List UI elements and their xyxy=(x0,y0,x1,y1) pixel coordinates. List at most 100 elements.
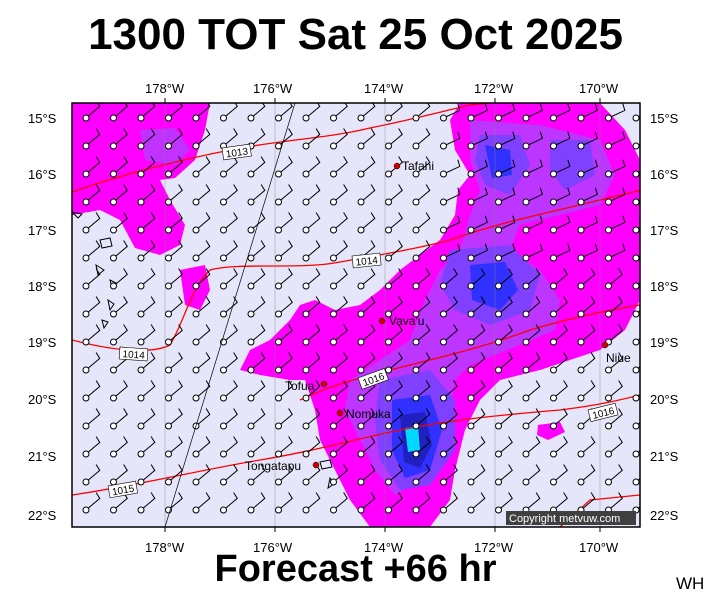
wind-barb xyxy=(220,492,238,514)
wind-barb xyxy=(110,212,128,234)
wind-barb xyxy=(632,170,640,178)
wind-barb xyxy=(440,215,461,234)
wind-barb xyxy=(385,156,403,178)
wind-barb xyxy=(330,156,348,178)
wind-barb xyxy=(137,324,156,346)
wind-barb xyxy=(385,492,403,514)
wind-barb xyxy=(302,436,321,458)
wind-barb xyxy=(220,380,238,402)
wind-barb xyxy=(302,156,321,178)
wind-barb xyxy=(302,352,321,374)
wind-barb xyxy=(550,103,571,122)
wind-barb xyxy=(605,215,626,234)
wind-barb xyxy=(385,240,403,262)
wind-barb xyxy=(137,464,156,486)
lat-label: 18°S xyxy=(28,279,57,294)
wind-barb xyxy=(220,352,238,374)
wind-barb xyxy=(385,352,403,374)
wind-barb xyxy=(220,240,238,262)
wind-barb xyxy=(192,184,211,206)
isobar-labels: 1013 1014 1014 1016 1016 1015 xyxy=(107,143,619,499)
wind-barb xyxy=(220,464,238,486)
place-marker xyxy=(320,380,328,388)
wind-barb xyxy=(192,324,211,346)
lat-label: 18°S xyxy=(650,279,679,294)
wind-barb xyxy=(550,380,568,402)
wind-barb xyxy=(192,352,211,374)
wind-barb xyxy=(82,492,101,514)
wind-barb xyxy=(192,240,211,262)
wind-barb xyxy=(247,103,266,122)
lon-label: 178°W xyxy=(145,540,185,555)
svg-text:1015: 1015 xyxy=(111,484,135,499)
wind-barb xyxy=(632,226,640,234)
latitude-labels-left: 15°S 16°S 17°S 18°S 19°S 20°S 21°S 22°S xyxy=(28,111,57,523)
svg-text:1016: 1016 xyxy=(591,406,616,422)
wind-barb xyxy=(577,215,598,234)
wind-barb xyxy=(137,128,156,150)
wind-barb xyxy=(385,103,403,122)
rain-shade-blue-3 xyxy=(485,145,512,178)
longitude-labels-top: 178°W 176°W 174°W 172°W 170°W xyxy=(145,81,619,96)
wind-barb xyxy=(550,215,571,234)
wind-barb xyxy=(385,268,403,290)
place-marker xyxy=(601,341,609,349)
wind-barb xyxy=(330,240,348,262)
wind-barbs xyxy=(82,103,640,514)
wind-barb xyxy=(412,184,431,206)
wind-barb xyxy=(82,128,101,150)
longitude-labels-bottom: 178°W 176°W 174°W 172°W 170°W xyxy=(145,540,619,555)
wind-barb xyxy=(440,352,458,374)
wind-barb xyxy=(137,184,156,206)
wind-barb xyxy=(495,492,513,514)
wind-barb xyxy=(165,436,183,458)
wind-barb xyxy=(220,184,238,206)
wind-barb xyxy=(302,492,321,514)
wind-barb xyxy=(357,324,376,346)
wind-barb xyxy=(330,408,348,430)
wind-barb xyxy=(165,128,183,150)
wind-barb xyxy=(82,352,101,374)
lon-label: 172°W xyxy=(474,540,514,555)
lat-label: 15°S xyxy=(28,111,57,126)
wind-barb xyxy=(632,281,640,290)
wind-barb xyxy=(522,103,543,122)
wind-barb xyxy=(522,464,541,486)
wind-barb xyxy=(82,268,101,290)
wind-barb xyxy=(302,212,321,234)
wind-barb xyxy=(275,464,293,486)
wind-barb xyxy=(247,296,266,318)
wind-barb xyxy=(412,103,431,122)
wind-barb xyxy=(192,212,211,234)
wind-barb xyxy=(440,324,458,346)
wind-barb xyxy=(165,352,183,374)
wind-barb xyxy=(137,268,156,290)
wind-barb xyxy=(605,436,623,458)
wind-barb xyxy=(440,131,461,150)
wind-barb xyxy=(110,184,128,206)
wind-barb xyxy=(632,421,640,430)
wind-barb xyxy=(412,296,431,318)
wind-barb xyxy=(275,324,293,346)
wind-barb xyxy=(137,380,156,402)
wind-barb xyxy=(302,268,321,290)
wind-barb xyxy=(577,296,596,318)
wind-barb xyxy=(467,380,486,402)
lat-label: 22°S xyxy=(650,508,679,523)
wind-barb xyxy=(165,380,183,402)
wind-barb xyxy=(82,436,101,458)
wind-barb xyxy=(577,324,596,346)
wind-barb xyxy=(275,212,293,234)
isobar-label: 1016 xyxy=(587,402,619,423)
lon-label: 170°W xyxy=(579,540,619,555)
wind-barb xyxy=(137,103,156,122)
place-label-tongatapu: Tongatapu xyxy=(245,459,301,473)
wind-barb xyxy=(330,324,348,346)
wind-barb xyxy=(440,464,458,486)
place-label-tofua: Tofua xyxy=(285,379,315,393)
wind-barb xyxy=(412,212,431,234)
wind-barb xyxy=(275,296,293,318)
wind-barb xyxy=(330,352,348,374)
wind-barb xyxy=(577,131,598,150)
wind-barb xyxy=(302,240,321,262)
